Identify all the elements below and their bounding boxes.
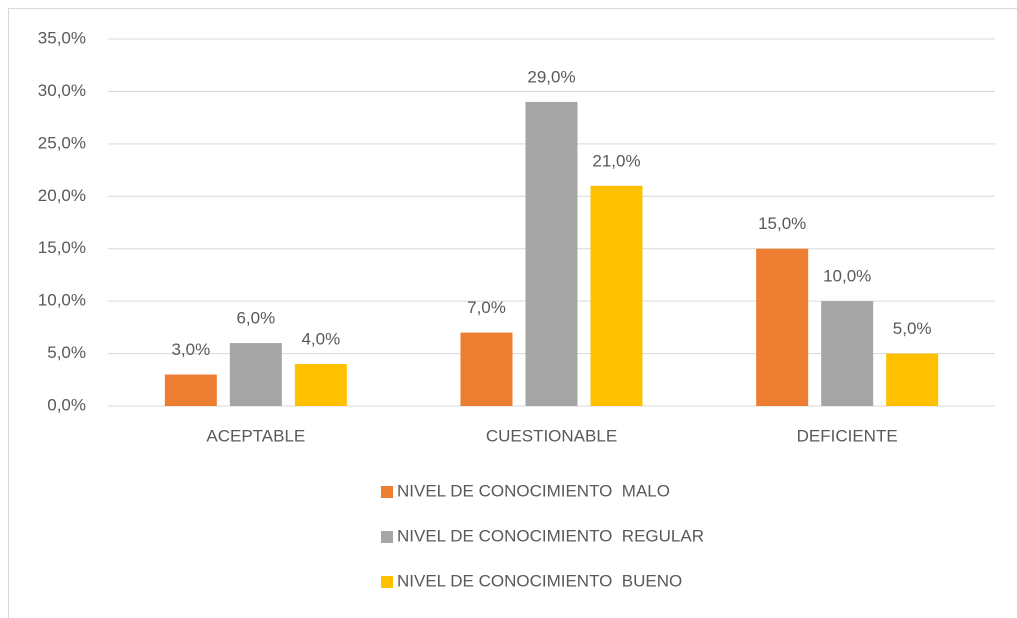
data-label: 15,0%	[758, 214, 806, 233]
bar	[886, 353, 939, 406]
legend-label: NIVEL DE CONOCIMIENTO BUENO	[397, 571, 682, 590]
data-label: 3,0%	[171, 340, 210, 359]
bar	[294, 364, 347, 406]
data-label: 29,0%	[527, 67, 575, 86]
y-tick-label: 20,0%	[38, 186, 86, 205]
bar	[229, 343, 282, 406]
x-tick-label: DEFICIENTE	[797, 426, 898, 445]
y-tick-label: 35,0%	[38, 28, 86, 47]
data-label: 7,0%	[467, 298, 506, 317]
bar	[525, 101, 578, 407]
bar	[756, 248, 809, 406]
data-label: 6,0%	[236, 309, 275, 328]
legend-swatch	[381, 531, 393, 543]
legend-swatch	[381, 486, 393, 498]
y-tick-label: 5,0%	[47, 343, 86, 362]
y-tick-label: 30,0%	[38, 81, 86, 100]
y-tick-label: 25,0%	[38, 133, 86, 152]
bar	[164, 374, 217, 406]
x-tick-label: CUESTIONABLE	[486, 426, 617, 445]
bar	[821, 301, 874, 406]
x-tick-label: ACEPTABLE	[206, 426, 305, 445]
legend-label: NIVEL DE CONOCIMIENTO MALO	[397, 481, 670, 500]
y-tick-label: 15,0%	[38, 238, 86, 257]
legend-swatch	[381, 576, 393, 588]
data-label: 5,0%	[893, 319, 932, 338]
chart-frame	[8, 8, 1017, 618]
bar	[590, 185, 643, 406]
bar	[460, 332, 513, 406]
y-tick-label: 0,0%	[47, 395, 86, 414]
data-label: 4,0%	[301, 330, 340, 349]
data-label: 21,0%	[592, 151, 640, 170]
y-tick-label: 10,0%	[38, 291, 86, 310]
data-label: 10,0%	[823, 267, 871, 286]
legend-label: NIVEL DE CONOCIMIENTO REGULAR	[397, 526, 704, 545]
